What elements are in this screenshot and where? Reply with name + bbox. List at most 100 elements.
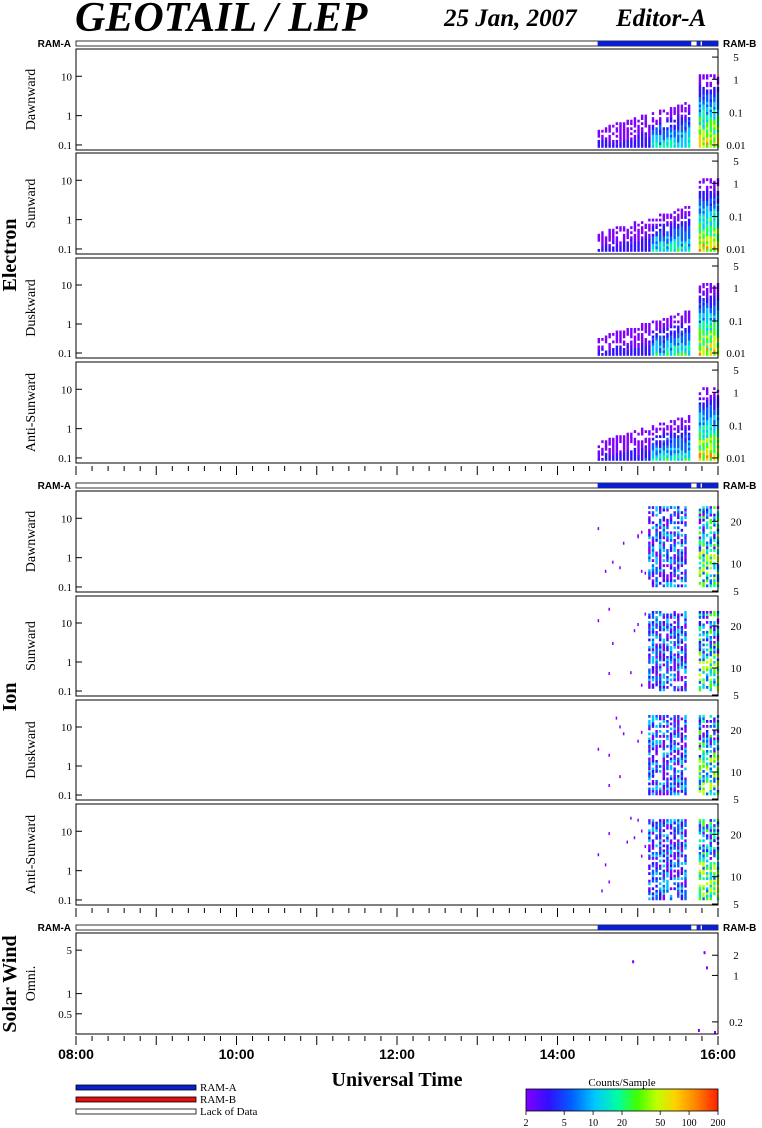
data-cell: [648, 831, 651, 835]
data-cell: [713, 826, 716, 830]
data-cell: [713, 626, 716, 629]
data-cell: [622, 243, 626, 247]
data-cell: [713, 641, 716, 644]
data-cell: [687, 142, 691, 146]
data-cell: [698, 546, 702, 550]
data-cell: [637, 445, 640, 449]
data-cell: [713, 114, 716, 118]
data-cell: [630, 333, 633, 336]
data-cell: [619, 566, 621, 570]
data-cell: [659, 236, 662, 240]
data-cell: [684, 621, 687, 624]
data-cell: [705, 107, 709, 110]
data-cell: [666, 320, 669, 324]
data-cell: [702, 658, 705, 662]
data-cell: [705, 513, 709, 517]
data-cell: [648, 725, 651, 728]
data-cell: [709, 241, 712, 245]
data-cell: [655, 752, 658, 756]
data-cell: [713, 295, 716, 299]
y-tick-label: 1: [67, 866, 73, 878]
data-cell: [677, 785, 680, 788]
data-cell: [684, 767, 687, 771]
data-cell: [626, 437, 629, 441]
data-cell: [622, 144, 626, 148]
data-cell: [713, 243, 716, 247]
data-cell: [626, 134, 629, 138]
data-cell: [713, 417, 716, 421]
data-cell: [651, 616, 655, 619]
data-cell: [705, 213, 709, 217]
data-cell: [680, 124, 684, 128]
data-cell: [648, 683, 651, 687]
data-cell: [713, 663, 716, 667]
data-cell: [655, 780, 658, 783]
data-cell: [709, 320, 712, 324]
data-cell: [655, 231, 658, 235]
data-cell: [673, 611, 676, 614]
data-cell: [713, 884, 716, 888]
data-cell: [604, 447, 608, 451]
data-cell: [604, 137, 608, 141]
data-cell: [684, 611, 687, 614]
data-cell: [702, 96, 705, 100]
data-cell: [662, 623, 666, 627]
data-cell: [655, 673, 658, 677]
data-cell: [651, 648, 655, 652]
data-cell: [677, 658, 680, 662]
data-cell: [637, 353, 640, 356]
data-cell: [709, 518, 712, 522]
data-cell: [669, 859, 673, 863]
y-tick-label-right: 0.1: [729, 316, 743, 328]
data-cell: [615, 231, 619, 235]
data-cell: [684, 742, 687, 746]
data-cell: [709, 521, 712, 525]
data-cell: [705, 228, 709, 232]
data-cell: [677, 435, 680, 439]
data-cell: [659, 824, 662, 828]
data-cell: [648, 623, 651, 627]
data-cell: [655, 581, 658, 585]
data-cell: [684, 122, 687, 126]
data-cell: [702, 544, 705, 547]
data-cell: [666, 656, 669, 659]
data-cell: [622, 348, 626, 351]
data-cell: [640, 333, 644, 336]
data-cell: [677, 790, 680, 793]
data-cell: [659, 445, 662, 449]
data-cell: [684, 841, 687, 845]
data-cell: [655, 526, 658, 530]
data-cell: [669, 518, 673, 522]
data-cell: [687, 338, 691, 341]
data-cell: [713, 656, 716, 659]
data-cell: [702, 238, 705, 242]
data-cell: [705, 137, 709, 141]
data-cell: [709, 328, 712, 331]
data-cell: [601, 139, 604, 143]
data-cell: [648, 551, 651, 555]
data-cell: [698, 288, 702, 291]
data-cell: [684, 556, 687, 560]
data-cell: [673, 869, 676, 873]
data-cell: [612, 437, 615, 441]
data-cell: [705, 526, 709, 530]
data-cell: [702, 440, 705, 444]
data-cell: [651, 127, 655, 131]
data-cell: [669, 345, 673, 349]
y-tick-label: 10: [61, 384, 73, 396]
data-cell: [677, 104, 680, 108]
data-cell: [698, 427, 702, 431]
data-cell: [666, 579, 669, 583]
data-cell: [666, 874, 669, 878]
data-cell: [705, 218, 709, 222]
data-cell: [680, 894, 684, 898]
colorbar-tick-label: 200: [711, 1118, 726, 1128]
data-cell: [622, 241, 626, 245]
data-cell: [673, 440, 676, 444]
data-cell: [608, 238, 611, 242]
data-cell: [713, 892, 716, 896]
data-cell: [709, 862, 712, 865]
data-cell: [669, 750, 673, 753]
data-cell: [684, 241, 687, 245]
data-cell: [698, 851, 702, 855]
